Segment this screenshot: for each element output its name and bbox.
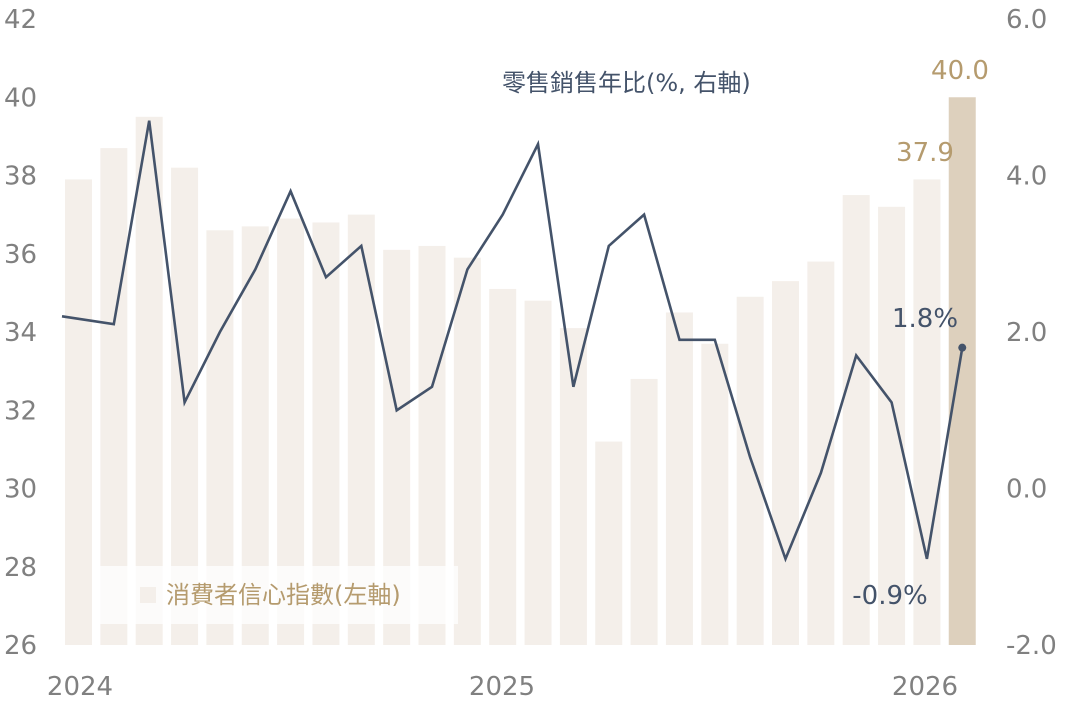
bar [171,167,199,646]
retail-sales-line [61,120,964,563]
bar-prev-label: 37.9 [896,138,954,168]
bar [878,206,906,646]
bar [630,378,658,645]
left-axis: 42 40 38 36 34 32 30 28 26 [4,5,37,661]
bar-latest [948,97,976,645]
bar [524,300,552,645]
bar [665,312,693,645]
x-axis: 2024 2025 2026 [47,672,958,702]
bar [772,281,799,645]
legend-bar-label: 消費者信心指數(左軸) [166,581,401,609]
line-end-marker [958,343,967,352]
left-tick-label: 28 [4,553,37,583]
line-last-label: 1.8% [892,304,958,334]
legend-bar-box [100,566,458,624]
right-tick-label: 2.0 [1006,318,1047,348]
left-tick-label: 26 [4,631,37,661]
right-tick-label: -2.0 [1006,631,1057,661]
bar [701,343,729,645]
bar [913,179,941,645]
bar [135,116,163,645]
right-tick-label: 0.0 [1006,475,1047,505]
right-tick-label: 4.0 [1006,162,1047,192]
bar [736,296,764,645]
left-tick-label: 32 [4,396,37,426]
line-prev-label: -0.9% [852,581,927,611]
bar [489,288,517,645]
x-tick-label: 2024 [47,672,113,702]
left-tick-label: 38 [4,162,37,192]
bar [65,179,92,645]
left-tick-label: 42 [4,5,37,35]
left-tick-label: 36 [4,240,37,270]
right-tick-label: 6.0 [1006,5,1047,35]
bar-last-label: 40.0 [931,56,989,86]
legend-line-label: 零售銷售年比(%, 右軸) [502,69,751,97]
right-axis: 6.0 4.0 2.0 0.0 -2.0 [1006,5,1057,661]
bar [453,257,481,645]
bar [595,441,623,645]
bar [559,328,587,645]
left-tick-label: 34 [4,318,37,348]
left-tick-label: 30 [4,475,37,505]
x-tick-label: 2025 [469,672,535,702]
left-tick-label: 40 [4,83,37,113]
legend-bar-swatch [140,587,156,603]
bar [842,195,870,645]
legend-line: 零售銷售年比(%, 右軸) [502,69,751,97]
line-series [61,120,967,563]
x-tick-label: 2026 [892,672,958,702]
bar [807,261,835,645]
bar [100,148,128,646]
legend-bar: 消費者信心指數(左軸) [100,566,458,624]
